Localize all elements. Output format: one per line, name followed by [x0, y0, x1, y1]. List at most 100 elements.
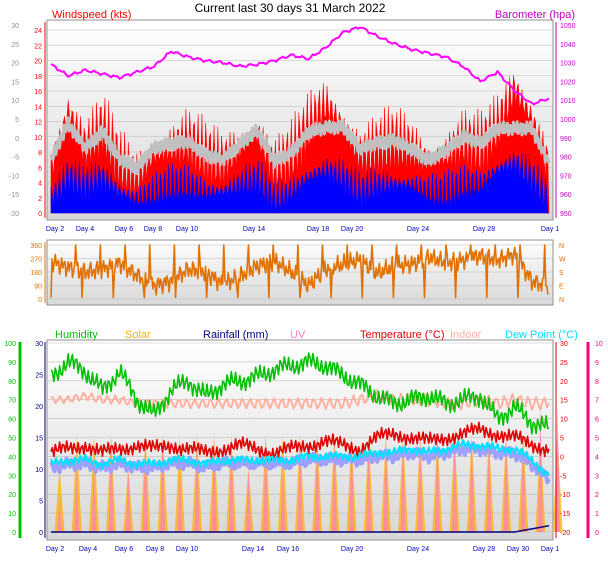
temp-legend-item: Indoor	[450, 329, 482, 341]
humidity-tick-label: 20	[8, 492, 16, 499]
wind-left-tick-label: 10	[34, 135, 42, 142]
direction-left-tick-label: 270	[30, 257, 42, 264]
wind-outer-tick-label: -10	[9, 173, 19, 180]
uv-peak	[245, 467, 251, 532]
uv-tick-label: 10	[595, 341, 603, 348]
direction-left-tick-label: 0	[38, 297, 42, 304]
temp-legend-item: Humidity	[55, 329, 98, 341]
temp-x-tick-label: Day 28	[473, 546, 495, 553]
uv-peak	[520, 435, 526, 532]
uv-tick-label: 0	[595, 530, 599, 537]
temp-tick-label: 15	[560, 398, 568, 405]
wind-left-tick-label: 22	[34, 43, 42, 50]
wind-x-tick-label: Day 2	[46, 226, 64, 233]
humidity-tick-label: 0	[12, 530, 16, 537]
uv-peak	[263, 435, 269, 532]
barometer-tick-label: 1040	[560, 42, 576, 49]
humidity-tick-label: 50	[8, 436, 16, 443]
temp-tick-label: 30	[560, 341, 568, 348]
temp-x-tick-label: Day 4	[79, 546, 97, 553]
temp-x-tick-label: Day 16	[277, 546, 299, 553]
barometer-tick-label: 980	[560, 155, 572, 162]
temp-legend-item: Solar	[125, 329, 151, 341]
chart-title: Current last 30 days 31 March 2022	[195, 1, 386, 15]
rain-tick-label: 15	[35, 436, 43, 443]
direction-left-tick-label: 360	[30, 243, 42, 250]
uv-peak	[74, 467, 80, 532]
humidity-tick-label: 10	[8, 511, 16, 518]
uv-peak	[297, 435, 303, 532]
wind-x-tick-label: Day 10	[176, 226, 198, 233]
wind-outer-tick-label: 30	[11, 23, 19, 30]
wind-outer-tick-label: -15	[9, 192, 19, 199]
temp-x-tick-label: Day 8	[146, 546, 164, 553]
wind-x-tick-label: Day 20	[341, 226, 363, 233]
humidity-tick-label: 100	[4, 341, 16, 348]
wind-left-tick-label: 6	[38, 165, 42, 172]
barometer-tick-label: 960	[560, 192, 572, 199]
temp-x-tick-label: Day 30	[507, 546, 529, 553]
uv-peak	[349, 435, 355, 532]
temp-legend-item: Rainfall (mm)	[203, 329, 268, 341]
humidity-tick-label: 70	[8, 398, 16, 405]
temp-tick-label: -5	[560, 473, 566, 480]
uv-peak	[57, 499, 63, 532]
wind-outer-tick-label: 15	[11, 79, 19, 86]
uv-tick-label: 2	[595, 492, 599, 499]
wind-left-tick-label: 0	[38, 211, 42, 218]
wind-legend-left: Windspeed (kts)	[52, 9, 131, 21]
humidity-tick-label: 60	[8, 417, 16, 424]
uv-tick-label: 4	[595, 454, 599, 461]
wind-x-tick-label: Day 18	[307, 226, 329, 233]
uv-peak	[417, 435, 423, 532]
wind-outer-tick-label: 25	[11, 42, 19, 49]
uv-peak	[486, 435, 492, 532]
uv-peak	[452, 435, 458, 532]
temp-tick-label: 25	[560, 360, 568, 367]
direction-right-tick-label: S	[559, 270, 564, 277]
direction-right-tick-label: N	[559, 243, 564, 250]
barometer-tick-label: 1030	[560, 61, 576, 68]
wind-direction-series	[50, 244, 549, 299]
wind-left-tick-label: 20	[34, 59, 42, 66]
humidity-tick-label: 40	[8, 454, 16, 461]
wind-left-tick-label: 16	[34, 89, 42, 96]
rain-tick-label: 10	[35, 467, 43, 474]
wind-left-tick-label: 12	[34, 120, 42, 127]
wind-outer-tick-label: -5	[13, 155, 19, 162]
direction-right-tick-label: E	[559, 284, 564, 291]
wind-x-tick-label: Day 4	[76, 226, 94, 233]
uv-tick-label: 9	[595, 360, 599, 367]
uv-peak	[469, 435, 475, 532]
barometer-tick-label: 970	[560, 173, 572, 180]
solar-peak	[54, 467, 65, 532]
uv-peak	[177, 467, 183, 532]
wind-grey-trace-series	[49, 116, 551, 176]
barometer-tick-label: 1050	[560, 23, 576, 30]
wind-x-tick-label: Day 24	[407, 226, 429, 233]
uv-peak	[366, 435, 372, 532]
temp-x-tick-label: Day 24	[407, 546, 429, 553]
temp-x-tick-label: Day 6	[115, 546, 133, 553]
wind-x-tick-label: Day 6	[115, 226, 133, 233]
temp-tick-label: -10	[560, 492, 570, 499]
wind-x-tick-label: Day 1	[541, 226, 559, 233]
uv-peak	[434, 435, 440, 532]
uv-tick-label: 5	[595, 436, 599, 443]
dew-point-series	[49, 439, 550, 477]
uv-tick-label: 8	[595, 379, 599, 386]
uv-tick-label: 3	[595, 473, 599, 480]
uv-peak	[331, 435, 337, 532]
temp-x-tick-label: Day 2	[46, 546, 64, 553]
rain-tick-label: 5	[39, 499, 43, 506]
wind-average-series	[50, 151, 549, 214]
temp-tick-label: 20	[560, 379, 568, 386]
uv-peak	[228, 435, 234, 532]
wind-outer-tick-label: 5	[15, 117, 19, 124]
temp-legend-item: UV	[290, 329, 306, 341]
wind-left-tick-label: 8	[38, 150, 42, 157]
temperature-series	[50, 421, 550, 461]
wind-x-tick-label: Day 28	[473, 226, 495, 233]
